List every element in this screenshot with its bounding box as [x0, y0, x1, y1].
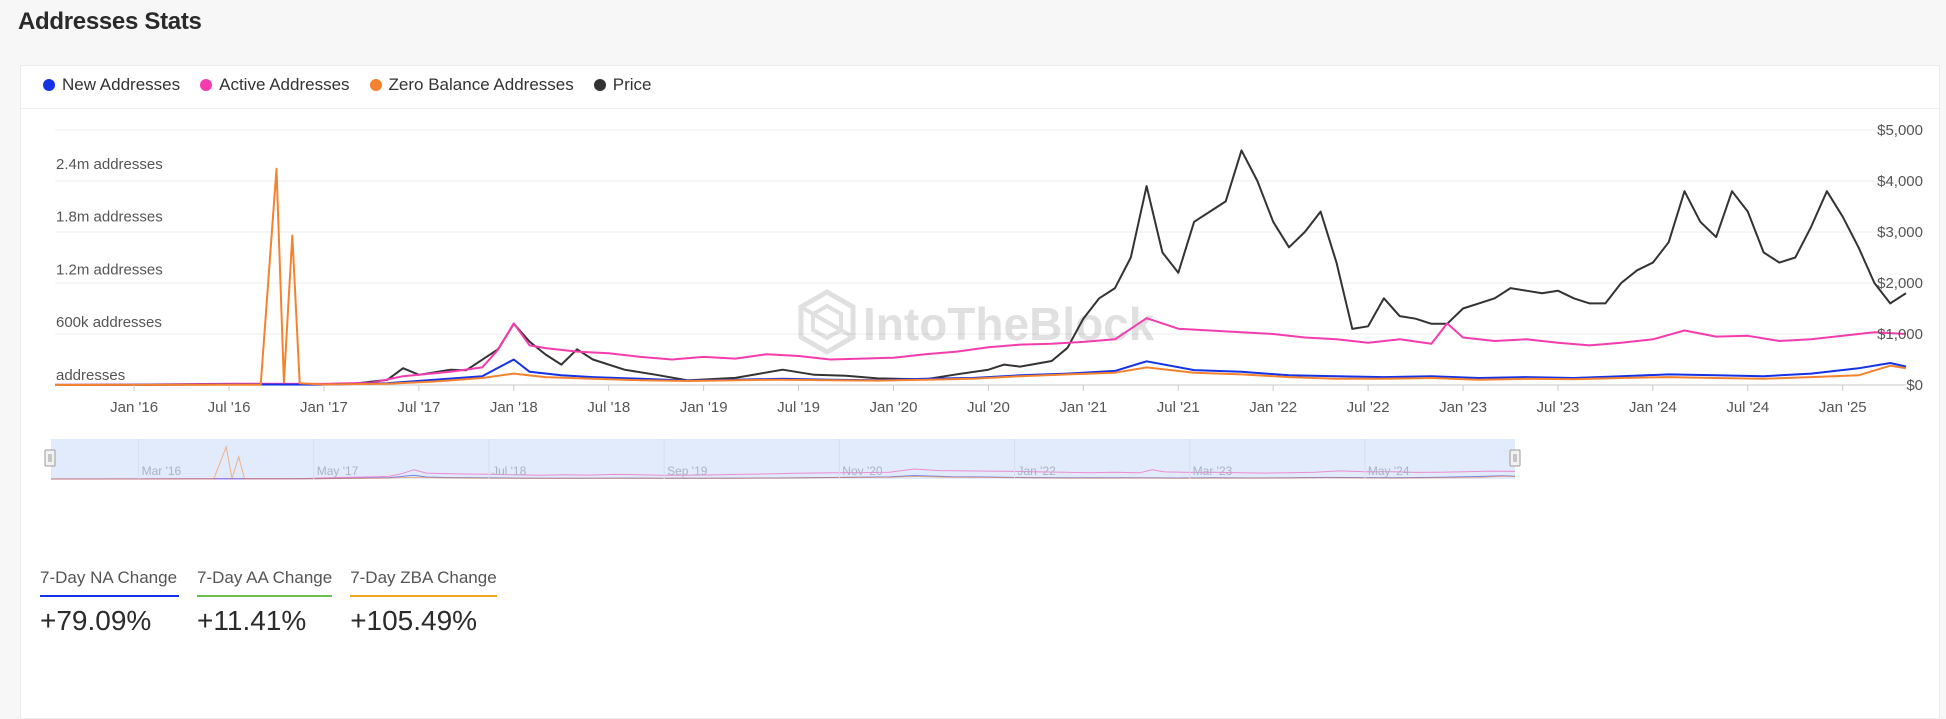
navigator-lines	[50, 444, 1516, 480]
series-line-zero-balance-addresses[interactable]	[54, 167, 1907, 386]
y-right-tick-label: $3,000	[1877, 224, 1923, 241]
navigator-selection[interactable]	[51, 439, 1515, 479]
navigator-tick-label: Mar '16	[142, 464, 182, 478]
navigator-line	[51, 444, 1516, 480]
x-tick-label: Jan '23	[1439, 399, 1487, 416]
x-tick-label: Jul '22	[1347, 399, 1390, 416]
navigator-tick-label: May '17	[317, 464, 359, 478]
x-tick-label: Jan '16	[110, 399, 158, 416]
y-right-tick-label: $1,000	[1877, 326, 1923, 343]
stat-value: +79.09%	[40, 605, 152, 636]
weekly-change-stats: 7-Day NA Change +79.09% 7-Day AA Change …	[40, 568, 497, 637]
x-axis: Jan '16 Jul '16 Jan '17 Jul '17 Jan '18 Jul '…	[110, 385, 1867, 416]
legend-item-price[interactable]: Price	[593, 75, 652, 95]
navigator-tick-label: Jul '18	[492, 464, 527, 478]
x-tick-label: Jan '25	[1819, 399, 1867, 416]
legend-item-new-addresses[interactable]: New Addresses	[43, 75, 180, 95]
stat-label: 7-Day AA Change	[197, 568, 333, 597]
x-tick-label: Jul '24	[1726, 399, 1769, 416]
y-left-tick-label: 1.8m addresses	[56, 209, 163, 226]
stat-label: 7-Day NA Change	[40, 568, 180, 597]
navigator-right-handle[interactable]	[1509, 449, 1521, 467]
navigator-tick-label: Mar '23	[1193, 464, 1233, 478]
navigator-line	[50, 468, 1516, 480]
y-left-tick-label: 2.4m addresses	[56, 156, 163, 173]
legend-divider	[21, 108, 1939, 109]
x-tick-label: Jan '22	[1249, 399, 1297, 416]
legend-label: Active Addresses	[219, 75, 350, 94]
stat-value: +105.49%	[350, 605, 478, 636]
x-tick-label: Jul '21	[1157, 399, 1200, 416]
x-tick-label: Jan '19	[680, 399, 728, 416]
watermark-logo-icon	[798, 289, 856, 355]
chart-legend: New Addresses Active Addresses Zero Bala…	[43, 75, 651, 95]
navigator-left-handle[interactable]	[44, 449, 56, 467]
stat-value: +11.41%	[197, 605, 307, 636]
y-left-tick-label: addresses	[56, 367, 125, 384]
y-right-tick-label: $4,000	[1877, 173, 1923, 190]
chart-lines	[54, 149, 1907, 386]
navigator-axis: Mar '16 May '17 Jul '18 Sep '19 Nov '20 Jan '…	[138, 439, 1410, 479]
stat-na-change: 7-Day NA Change +79.09%	[40, 568, 180, 637]
legend-item-active-addresses[interactable]: Active Addresses	[200, 75, 350, 95]
legend-dot	[43, 79, 55, 91]
legend-dot	[369, 79, 382, 91]
x-tick-label: Jan '20	[870, 399, 918, 416]
x-tick-label: Jul '23	[1537, 399, 1580, 416]
x-tick-label: Jan '21	[1059, 399, 1107, 416]
navigator-tick-label: Jan '22	[1017, 464, 1056, 478]
stat-aa-change: 7-Day AA Change +11.41%	[197, 568, 333, 637]
navigator-tick-label: Sep '19	[667, 464, 708, 478]
page-title: Addresses Stats	[18, 8, 202, 35]
watermark: IntoTheBlock	[798, 289, 1155, 355]
x-tick-label: Jul '16	[208, 399, 251, 416]
y-left-tick-label: 600k addresses	[56, 314, 162, 331]
legend-dot	[200, 79, 213, 91]
y-axis-right: $0 $1,000 $2,000 $3,000 $4,000 $5,000	[1877, 122, 1923, 394]
legend-item-zero-balance-addresses[interactable]: Zero Balance Addresses	[369, 75, 574, 95]
y-axis-left: addresses 600k addresses 1.2m addresses 1.8…	[56, 156, 163, 384]
stat-label: 7-Day ZBA Change	[350, 568, 497, 597]
x-tick-label: Jul '18	[587, 399, 630, 416]
x-tick-label: Jul '17	[397, 399, 440, 416]
chart-svg[interactable]: IntoTheBlock Jan '16 Jul '16 Jan '17 Jul '1…	[21, 110, 1939, 550]
legend-dot	[593, 79, 606, 91]
navigator-tick-label: May '24	[1368, 464, 1410, 478]
x-tick-label: Jul '19	[777, 399, 820, 416]
stat-zba-change: 7-Day ZBA Change +105.49%	[350, 568, 497, 637]
chart-card: New Addresses Active Addresses Zero Bala…	[20, 65, 1940, 719]
x-tick-label: Jan '18	[490, 399, 538, 416]
legend-label: Zero Balance Addresses	[388, 75, 574, 94]
navigator-tick-label: Nov '20	[842, 464, 883, 478]
legend-label: New Addresses	[62, 75, 181, 94]
watermark-text: IntoTheBlock	[863, 298, 1155, 350]
legend-label: Price	[612, 75, 652, 94]
x-tick-label: Jan '24	[1629, 399, 1677, 416]
y-left-tick-label: 1.2m addresses	[56, 261, 163, 278]
series-line-new-addresses[interactable]	[54, 358, 1907, 386]
y-right-tick-label: $0	[1906, 377, 1923, 394]
x-tick-label: Jul '20	[967, 399, 1010, 416]
chart-grid	[55, 129, 1906, 386]
x-tick-label: Jan '17	[300, 399, 348, 416]
series-line-active-addresses[interactable]	[54, 317, 1907, 386]
y-right-tick-label: $2,000	[1877, 275, 1923, 292]
series-line-price[interactable]	[55, 149, 1907, 386]
range-navigator[interactable]: Mar '16 May '17 Jul '18 Sep '19 Nov '20 Jan '…	[21, 435, 1939, 495]
y-right-tick-label: $5,000	[1877, 122, 1923, 139]
